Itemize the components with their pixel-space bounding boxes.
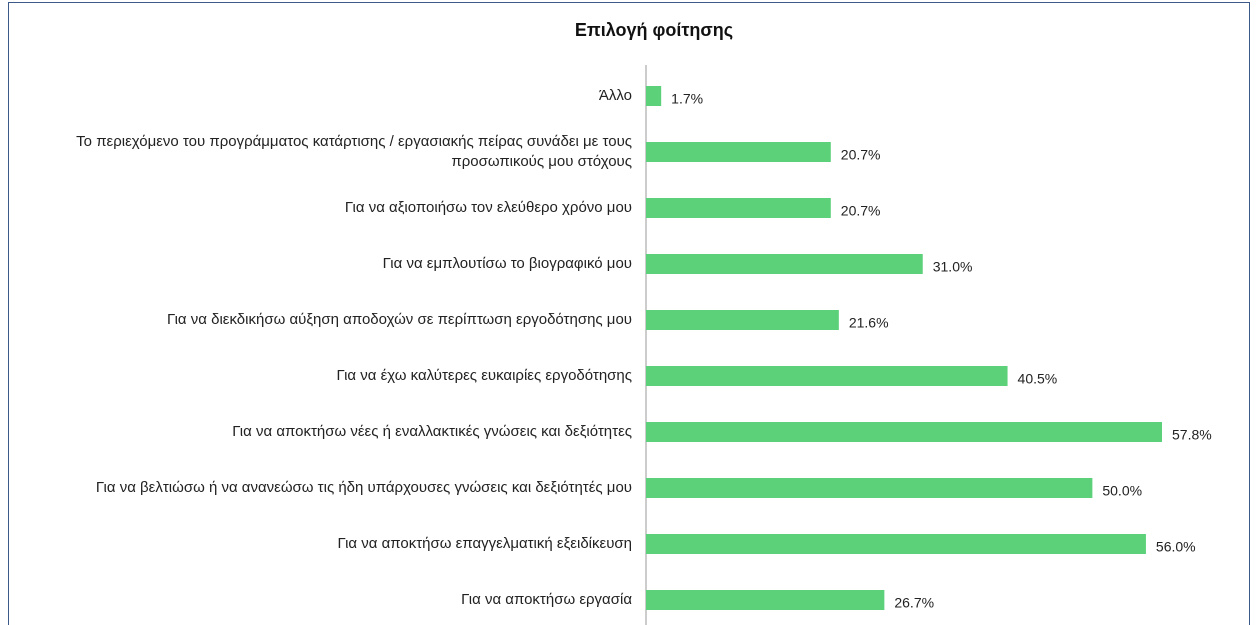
category-label: Για να διεκδικήσω αύξηση αποδοχών σε περ… (166, 311, 632, 328)
category-label: Για να αποκτήσω επαγγελματική εξειδίκευσ… (337, 535, 632, 552)
bar (646, 310, 839, 330)
bar (646, 478, 1093, 498)
value-label: 56.0% (1156, 539, 1196, 555)
value-label: 20.7% (841, 203, 881, 219)
bar (646, 254, 923, 274)
category-label: Άλλο (598, 87, 632, 104)
value-label: 26.7% (894, 595, 934, 611)
value-label: 21.6% (849, 315, 889, 331)
category-label: Για να αποκτήσω νέες ή εναλλακτικές γνώσ… (232, 423, 632, 440)
value-label: 20.7% (841, 147, 881, 163)
chart-title: Επιλογή φοίτησης (575, 20, 733, 40)
bar (646, 142, 831, 162)
value-label: 1.7% (671, 91, 703, 107)
bar (646, 422, 1162, 442)
bar (646, 86, 662, 106)
category-label: Για να βελτιώσω ή να ανανεώσω τις ήδη υπ… (95, 479, 632, 496)
value-label: 57.8% (1172, 427, 1212, 443)
category-label: Για να έχω καλύτερες ευκαιρίες εργοδότησ… (336, 367, 632, 384)
value-label: 31.0% (933, 259, 973, 275)
category-label: Για να εμπλουτίσω το βιογραφικό μου (382, 255, 632, 272)
category-label: Για να αξιοποιήσω τον ελεύθερο χρόνο μου (344, 199, 632, 216)
bar (646, 534, 1146, 554)
frame (8, 2, 1250, 625)
value-label: 50.0% (1102, 483, 1142, 499)
category-label: Για να αποκτήσω εργασία (461, 591, 632, 608)
bar (646, 590, 885, 610)
bar (646, 198, 831, 218)
bar (646, 366, 1008, 386)
category-label: Το περιεχόμενο του προγράμματος κατάρτισ… (76, 133, 632, 170)
value-label: 40.5% (1018, 371, 1058, 387)
